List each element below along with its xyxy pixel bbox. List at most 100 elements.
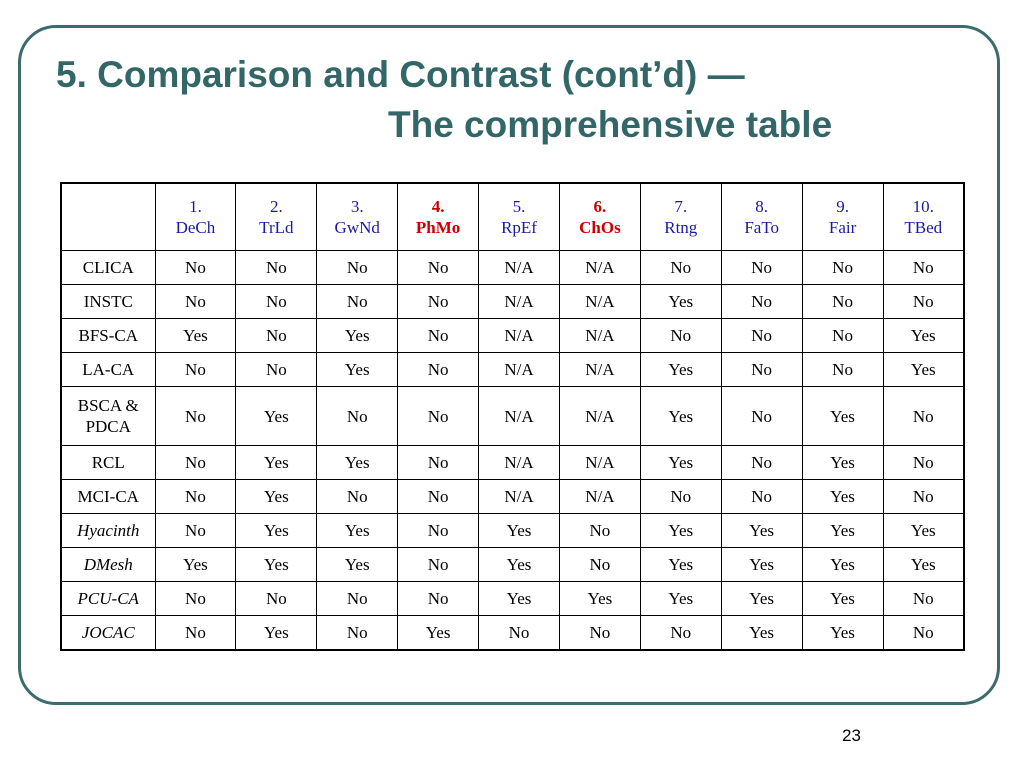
table-cell: Yes xyxy=(720,615,803,651)
column-header-number: 6. xyxy=(593,197,607,216)
table-cell: Yes xyxy=(639,284,722,319)
table-cell: No xyxy=(397,479,480,514)
table-cell: No xyxy=(154,445,237,480)
table-cell: No xyxy=(882,479,965,514)
table-cell: No xyxy=(235,318,318,353)
table-cell: No xyxy=(397,318,480,353)
table-cell: No xyxy=(154,250,237,285)
row-header: MCI-CA xyxy=(60,479,156,514)
table-cell: Yes xyxy=(316,352,399,387)
row-header: INSTC xyxy=(60,284,156,319)
column-header-abbr: ChOs xyxy=(579,218,621,237)
column-header: 5. RpEf xyxy=(478,182,560,251)
table-cell: Yes xyxy=(639,547,722,582)
row-header-line2: PDCA xyxy=(85,417,131,436)
column-header-number: 2. xyxy=(269,197,283,216)
table-cell: No xyxy=(558,547,641,582)
table-cell: Yes xyxy=(235,513,318,548)
column-header-number: 5. xyxy=(512,197,526,216)
table-cell: N/A xyxy=(558,250,641,285)
table-cell: No xyxy=(154,513,237,548)
table-row: INSTC No No No No N/A N/A Yes No No No xyxy=(60,284,965,319)
table-cell: No xyxy=(801,318,884,353)
column-header-number: 9. xyxy=(836,197,849,216)
table-cell: No xyxy=(720,352,803,387)
table-cell: Yes xyxy=(801,615,884,651)
column-header-abbr: TBed xyxy=(904,218,943,237)
table-cell: Yes xyxy=(801,479,884,514)
table-header-row: 1. DeCh 2. TrLd 3. GwNd 4. PhMo 5. RpEf 6. ChOs 7. Rt… xyxy=(60,182,965,251)
table-cell: No xyxy=(639,479,722,514)
column-header-abbr: RpEf xyxy=(501,218,537,237)
row-header: Hyacinth xyxy=(60,513,156,548)
table-cell: Yes xyxy=(478,513,560,548)
table-cell: Yes xyxy=(720,547,803,582)
table-cell: Yes xyxy=(316,547,399,582)
column-header: 6. ChOs xyxy=(558,182,641,251)
table-cell: Yes xyxy=(235,445,318,480)
table-cell: No xyxy=(720,445,803,480)
table-cell: N/A xyxy=(478,318,560,353)
table-cell: N/A xyxy=(558,284,641,319)
table-cell: N/A xyxy=(478,445,560,480)
table-cell: N/A xyxy=(558,445,641,480)
table-cell: N/A xyxy=(558,386,641,446)
column-header-number: 8. xyxy=(755,197,769,216)
row-header: PCU-CA xyxy=(60,581,156,616)
table-cell: N/A xyxy=(478,284,560,319)
table-cell: Yes xyxy=(639,386,722,446)
table-cell: No xyxy=(235,284,318,319)
table-cell: No xyxy=(558,615,641,651)
table-cell: Yes xyxy=(154,547,237,582)
corner-cell xyxy=(60,182,156,251)
column-header-abbr: GwNd xyxy=(334,218,380,237)
table-cell: N/A xyxy=(478,479,560,514)
row-header: JOCAC xyxy=(60,615,156,651)
table-cell: Yes xyxy=(235,386,318,446)
row-header: BFS-CA xyxy=(60,318,156,353)
table-cell: No xyxy=(882,615,965,651)
table-cell: No xyxy=(639,615,722,651)
column-header-number: 10. xyxy=(912,197,934,216)
table-cell: Yes xyxy=(801,445,884,480)
table-cell: No xyxy=(235,352,318,387)
column-header-abbr: FaTo xyxy=(744,218,780,237)
column-header-number: 7. xyxy=(674,197,688,216)
page-number: 23 xyxy=(842,726,861,745)
table-cell: Yes xyxy=(478,547,560,582)
table-cell: No xyxy=(882,445,965,480)
table-cell: No xyxy=(478,615,560,651)
column-header-abbr: PhMo xyxy=(415,218,461,237)
table-cell: Yes xyxy=(397,615,480,651)
column-header-abbr: Rtng xyxy=(664,218,698,237)
table-row: PCU-CA No No No No Yes Yes Yes Yes Yes No xyxy=(60,581,965,616)
column-header: 3. GwNd xyxy=(316,182,399,251)
table-cell: Yes xyxy=(558,581,641,616)
column-header-number: 3. xyxy=(350,197,364,216)
table-cell: Yes xyxy=(801,513,884,548)
column-header: 4. PhMo xyxy=(397,182,480,251)
table-row: MCI-CA No Yes No No N/A N/A No No Yes No xyxy=(60,479,965,514)
table-cell: No xyxy=(882,250,965,285)
table-cell: No xyxy=(639,318,722,353)
table-cell: No xyxy=(397,250,480,285)
table-cell: No xyxy=(397,513,480,548)
table-cell: Yes xyxy=(882,352,965,387)
table-cell: N/A xyxy=(558,479,641,514)
table-cell: No xyxy=(801,250,884,285)
table-cell: No xyxy=(316,581,399,616)
table-cell: N/A xyxy=(478,352,560,387)
table-row: BFS-CA Yes No Yes No N/A N/A No No No Yes xyxy=(60,318,965,353)
table-row: CLICA No No No No N/A N/A No No No No xyxy=(60,250,965,285)
table-cell: No xyxy=(316,250,399,285)
table-row: RCL No Yes Yes No N/A N/A Yes No Yes No xyxy=(60,445,965,480)
row-header: BSCA & PDCA xyxy=(60,386,156,446)
table-cell: No xyxy=(720,479,803,514)
row-header-line1: BSCA & xyxy=(77,396,139,415)
table-cell: No xyxy=(235,250,318,285)
slide-title-line2: The comprehensive table xyxy=(388,104,833,145)
table-row: LA-CA No No Yes No N/A N/A Yes No No Yes xyxy=(60,352,965,387)
table-cell: Yes xyxy=(801,581,884,616)
table-cell: Yes xyxy=(720,513,803,548)
column-header: 10. TBed xyxy=(882,182,965,251)
